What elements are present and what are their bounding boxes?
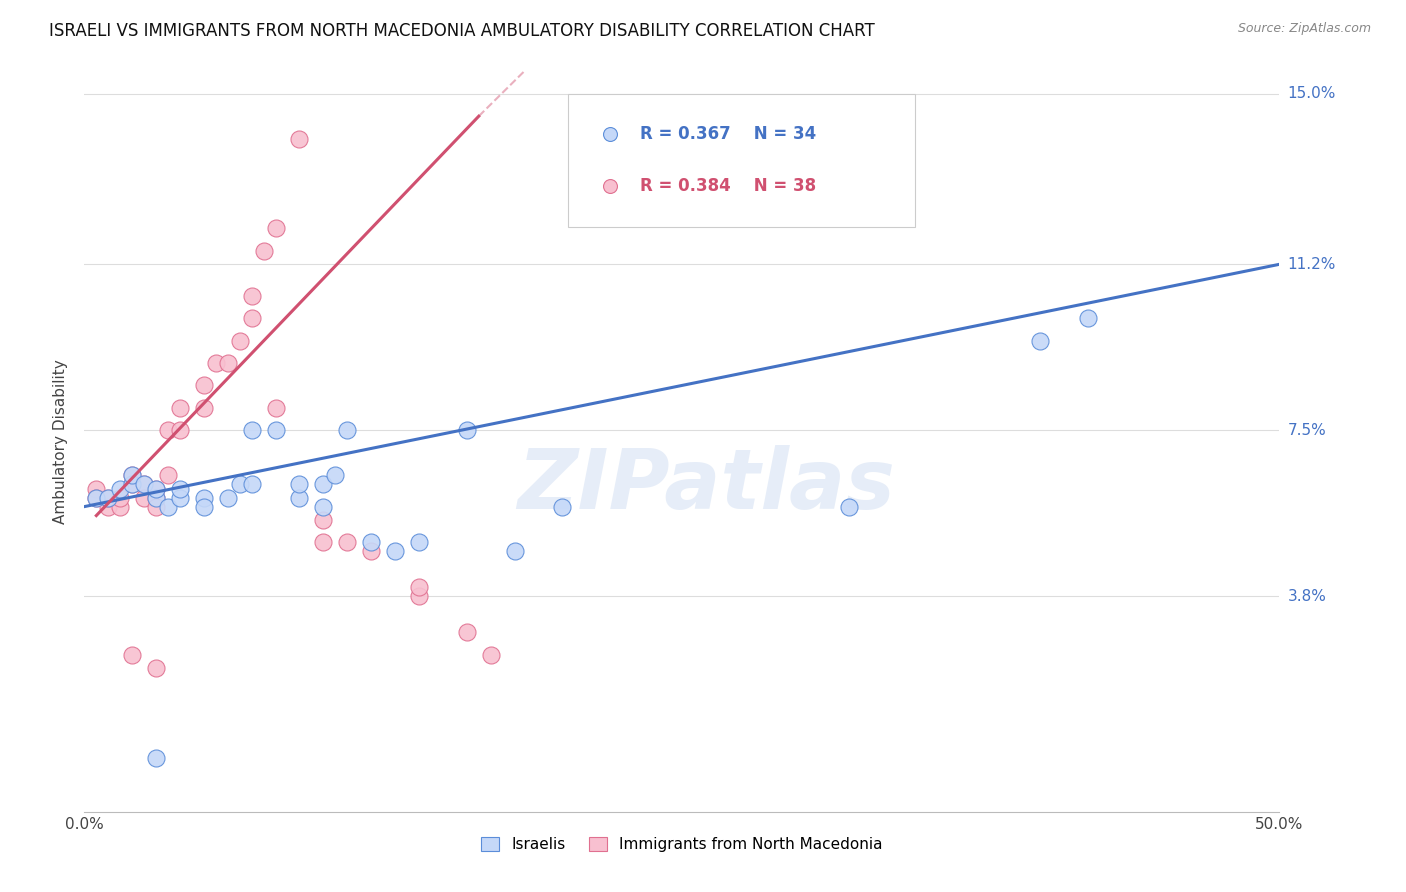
Point [551, 500, 574, 514]
Point [193, 378, 215, 392]
Point [145, 482, 167, 496]
Point [288, 491, 311, 505]
Point [408, 535, 430, 549]
Point [169, 491, 191, 505]
Point [157, 500, 180, 514]
Point [360, 535, 382, 549]
Point [121, 477, 143, 491]
Point [456, 423, 478, 437]
Point [360, 544, 382, 558]
Point [110, 491, 132, 505]
Point [217, 356, 239, 370]
Point [86, 491, 108, 505]
Point [145, 751, 167, 765]
Y-axis label: Ambulatory Disability: Ambulatory Disability [53, 359, 69, 524]
Point [121, 468, 143, 483]
Legend: Israelis, Immigrants from North Macedonia: Israelis, Immigrants from North Macedoni… [474, 830, 890, 860]
Point [408, 590, 430, 604]
Point [145, 661, 167, 675]
Point [1077, 311, 1099, 326]
Point [145, 482, 167, 496]
Point [145, 491, 167, 505]
Point [1029, 334, 1052, 348]
Point [384, 544, 406, 558]
Point [121, 468, 143, 483]
Point [169, 401, 191, 415]
Point [336, 535, 359, 549]
Point [336, 423, 359, 437]
Point [97, 491, 120, 505]
Point [240, 289, 263, 303]
Point [288, 477, 311, 491]
Point [110, 500, 132, 514]
Point [86, 491, 108, 505]
Text: ISRAELI VS IMMIGRANTS FROM NORTH MACEDONIA AMBULATORY DISABILITY CORRELATION CHA: ISRAELI VS IMMIGRANTS FROM NORTH MACEDON… [49, 22, 875, 40]
Point [97, 500, 120, 514]
Point [132, 477, 156, 491]
Point [240, 423, 263, 437]
Text: 7.5%: 7.5% [1288, 423, 1326, 438]
Point [97, 491, 120, 505]
Point [240, 311, 263, 326]
Point [193, 491, 215, 505]
Point [312, 513, 335, 527]
Point [121, 648, 143, 662]
Text: R = 0.384    N = 38: R = 0.384 N = 38 [640, 178, 817, 195]
Point [86, 482, 108, 496]
Point [193, 500, 215, 514]
Point [264, 401, 287, 415]
Text: R = 0.367    N = 34: R = 0.367 N = 34 [640, 125, 817, 143]
Point [312, 477, 335, 491]
FancyBboxPatch shape [568, 94, 915, 227]
Point [838, 500, 860, 514]
Point [288, 131, 311, 145]
Text: 3.8%: 3.8% [1288, 589, 1327, 604]
Point [145, 500, 167, 514]
Point [408, 580, 430, 594]
Point [132, 477, 156, 491]
Point [157, 423, 180, 437]
Point [229, 334, 252, 348]
Point [479, 648, 502, 662]
Text: 15.0%: 15.0% [1288, 87, 1336, 102]
Point [264, 221, 287, 235]
Point [229, 477, 252, 491]
Point [253, 244, 276, 258]
Point [264, 423, 287, 437]
Point [205, 356, 228, 370]
Point [110, 482, 132, 496]
Point [503, 544, 526, 558]
Point [325, 468, 347, 483]
Point [240, 477, 263, 491]
Point [217, 491, 239, 505]
Point [312, 500, 335, 514]
Point [157, 468, 180, 483]
Point [169, 423, 191, 437]
Point [193, 401, 215, 415]
Point [456, 625, 478, 640]
Text: Source: ZipAtlas.com: Source: ZipAtlas.com [1237, 22, 1371, 36]
Point [145, 491, 167, 505]
Point [132, 491, 156, 505]
Text: 11.2%: 11.2% [1288, 257, 1336, 272]
Text: ZIPatlas: ZIPatlas [517, 445, 894, 526]
Point [312, 535, 335, 549]
Point [121, 477, 143, 491]
Point [169, 482, 191, 496]
